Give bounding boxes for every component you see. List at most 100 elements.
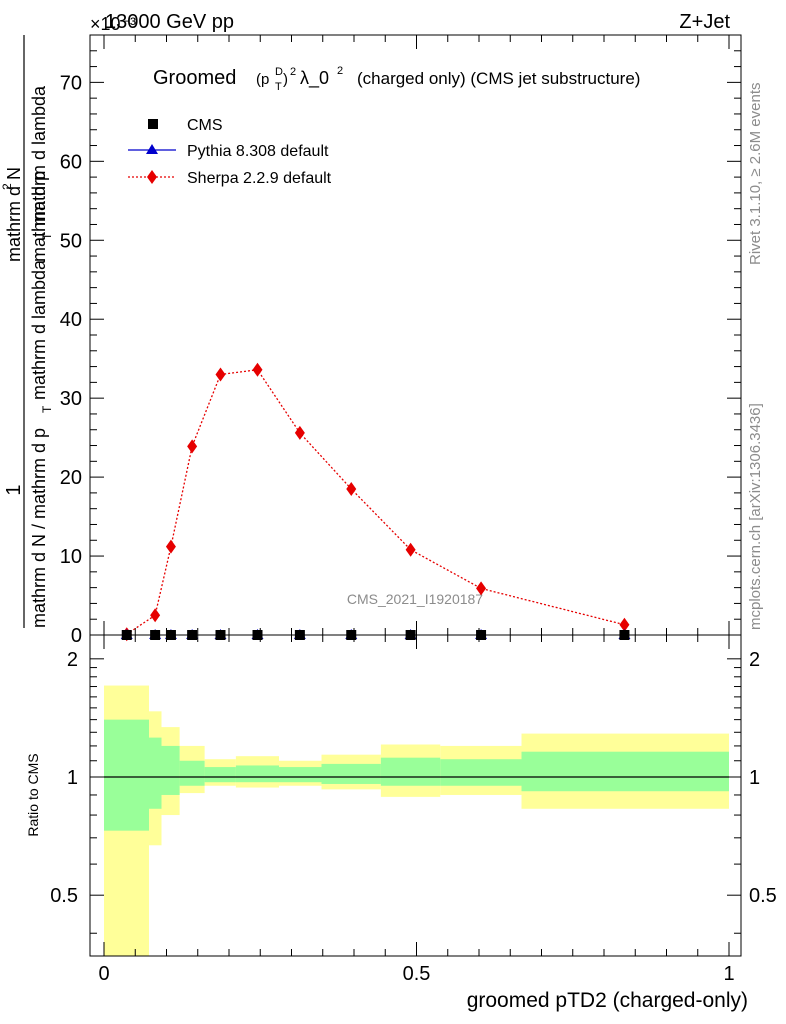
legend-marker-sherpa <box>147 170 157 184</box>
main-y-axis-label: 1 mathrm d N / mathrm d p T mathrm d lam… <box>0 35 54 628</box>
main-y-tick-label: 0 <box>71 625 82 647</box>
svg-text:2: 2 <box>337 65 343 77</box>
svg-text:2: 2 <box>290 66 296 78</box>
ratio-y-tick-label-left: 1 <box>67 767 78 789</box>
svg-text:mathrm d: mathrm d <box>4 186 24 262</box>
sherpa-point <box>187 439 198 454</box>
ylabel-den-rest: mathrm d lambda <box>29 259 49 400</box>
svg-text:Groomed: Groomed <box>153 67 236 89</box>
main-y-tick-label: 10 <box>60 546 82 568</box>
sherpa-point <box>346 481 357 496</box>
rivet-version-label: Rivet 3.1.10, ≥ 2.6M events <box>747 83 764 266</box>
sherpa-point <box>619 617 630 632</box>
main-y-axis: 0 10 20 30 40 50 60 70 <box>60 34 741 647</box>
ratio-inner-band <box>204 767 236 783</box>
x-tick-label: 0.5 <box>403 963 431 985</box>
svg-text:T: T <box>40 232 54 240</box>
ratio-inner-band <box>321 763 381 784</box>
chart-title: Groomed (p D T ) 2 λ_0 2 (charged only) … <box>153 65 640 93</box>
svg-text:T: T <box>40 405 54 413</box>
title-sq: 2 <box>290 66 296 78</box>
ratio-inner-band <box>380 757 441 786</box>
ratio-y-tick-label-left: 0.5 <box>50 885 78 907</box>
svg-text:N: N <box>4 167 24 180</box>
main-y-tick-label: 40 <box>60 309 82 331</box>
x-axis-label: groomed pTD2 (charged-only) <box>467 989 748 1012</box>
ylabel-num-sup: 2 <box>0 183 14 190</box>
ylabel-den-main: mathrm d N / mathrm d p <box>29 428 49 628</box>
sherpa-point <box>150 608 161 623</box>
sherpa-point <box>405 542 416 557</box>
title-sq2: 2 <box>337 65 343 77</box>
ylabel-one: 1 <box>3 484 25 495</box>
ratio-inner-band <box>235 765 279 783</box>
svg-text:mathrm d lambda: mathrm d lambda <box>29 259 49 400</box>
title-sup: D <box>275 66 283 78</box>
ylabel-num2-rest: mathrm d lambda <box>29 85 49 226</box>
svg-text:mathrm d N / mathrm d p: mathrm d N / mathrm d p <box>29 428 49 628</box>
ratio-inner-band <box>104 719 149 831</box>
x-tick-label: 0 <box>98 963 109 985</box>
ratio-inner-band <box>149 737 162 809</box>
main-y-tick-label: 20 <box>60 467 82 489</box>
ratio-y-axis: 0.5 0.5 1 1 2 2 <box>50 649 777 934</box>
legend-marker-cms <box>148 119 158 129</box>
sherpa-series <box>121 362 630 642</box>
ratio-y-tick-label-right: 0.5 <box>749 885 777 907</box>
title-lambda: λ_0 <box>300 68 329 89</box>
ylabel-num2-main: mathrm d p <box>29 171 49 262</box>
sherpa-point <box>165 539 176 554</box>
sherpa-point <box>476 581 487 596</box>
main-y-tick-label: 70 <box>60 72 82 94</box>
svg-text:): ) <box>283 71 288 88</box>
x-tick-label: 1 <box>723 963 734 985</box>
svg-text:λ_0: λ_0 <box>300 68 329 89</box>
ratio-inner-band <box>521 751 729 792</box>
analysis-watermark: CMS_2021_I1920187 <box>347 591 483 607</box>
mcplots-label: mcplots.cern.ch [arXiv:1306.3436] <box>747 403 764 630</box>
svg-text:(p: (p <box>256 71 269 88</box>
ratio-inner-band <box>161 745 180 795</box>
ratio-y-tick-label-right: 2 <box>749 649 760 671</box>
y-exponent-label: ×10⁻³ <box>90 14 136 34</box>
sherpa-point <box>294 425 305 440</box>
main-y-tick-label: 50 <box>60 230 82 252</box>
legend: CMS Pythia 8.308 default Sherpa 2.2.9 de… <box>128 117 332 187</box>
sherpa-point <box>252 362 263 377</box>
process-label: Z+Jet <box>679 11 730 33</box>
ratio-x-axis: 0 0.5 1 <box>98 635 735 985</box>
energy-label: 13000 GeV pp <box>105 11 234 33</box>
title-rest: (charged only) (CMS jet substructure) <box>357 69 640 88</box>
ylabel-den-sub: T <box>40 405 54 413</box>
ratio-y-axis-label: Ratio to CMS <box>25 753 41 836</box>
ratio-inner-band <box>440 759 522 786</box>
legend-label-sherpa: Sherpa 2.2.9 default <box>187 170 332 187</box>
ratio-y-tick-label-right: 1 <box>749 767 760 789</box>
title-sub: T <box>275 81 282 93</box>
svg-text:D: D <box>275 66 283 78</box>
ratio-y-tick-label-left: 2 <box>67 649 78 671</box>
main-y-tick-label: 30 <box>60 388 82 410</box>
svg-text:T: T <box>275 81 282 93</box>
ylabel-num-main: mathrm d <box>4 186 24 262</box>
sherpa-point <box>215 367 226 382</box>
main-x-axis <box>103 35 730 635</box>
ylabel-num2-sub: T <box>40 232 54 240</box>
ratio-inner-band <box>179 760 205 786</box>
title-p: (p <box>256 71 269 88</box>
legend-marker-pythia <box>146 144 158 154</box>
svg-text:(charged only) (CMS jet substr: (charged only) (CMS jet substructure) <box>357 69 640 88</box>
legend-label-cms: CMS <box>187 117 223 134</box>
title-word: Groomed <box>153 67 236 89</box>
main-y-tick-label: 60 <box>60 151 82 173</box>
svg-text:2: 2 <box>0 183 14 190</box>
ylabel-num-rest: N <box>4 167 24 180</box>
svg-text:mathrm d p: mathrm d p <box>29 171 49 262</box>
ratio-uncertainty-bands <box>104 685 729 956</box>
svg-text:mathrm d lambda: mathrm d lambda <box>29 85 49 226</box>
ratio-plot-frame <box>89 634 742 957</box>
title-close: ) <box>283 71 288 88</box>
legend-label-pythia: Pythia 8.308 default <box>187 143 329 160</box>
ratio-inner-band <box>279 767 322 783</box>
